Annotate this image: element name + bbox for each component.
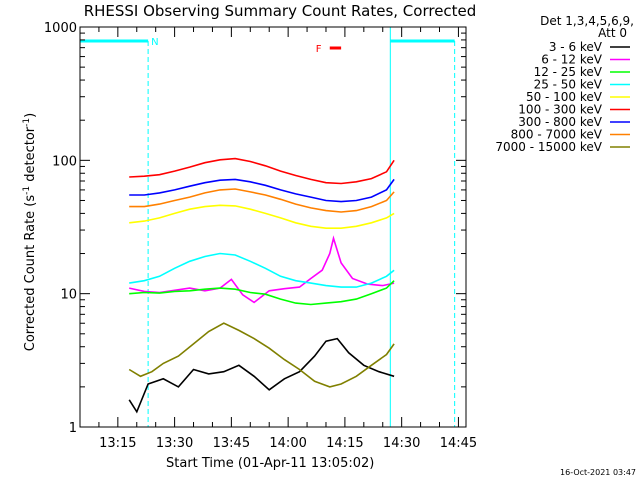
legend-label-8: 7000 - 15000 keV <box>495 140 602 154</box>
legend-label-2: 12 - 25 keV <box>534 65 603 79</box>
y-axis-label-part2: detector <box>23 126 38 186</box>
x-axis-label: Start Time (01-Apr-11 13:05:02) <box>166 456 374 471</box>
y-axis-label-sup1: -1 <box>22 186 32 195</box>
y-axis-label-sup2: -1 <box>22 118 32 127</box>
x-tick-label: 14:30 <box>383 436 420 451</box>
series-line-4 <box>129 204 395 229</box>
y-axis-label-part1: Corrected Count Rate (s <box>23 195 38 352</box>
x-tick-label: 14:45 <box>440 436 477 451</box>
y-tick-label: 1000 <box>44 21 77 36</box>
legend-label-0: 3 - 6 keV <box>549 40 603 54</box>
series-line-5 <box>129 157 395 185</box>
legend-label-1: 6 - 12 keV <box>541 53 603 67</box>
y-tick-label: 1 <box>69 421 77 436</box>
x-tick-label: 13:15 <box>99 436 136 451</box>
legend-label-7: 800 - 7000 keV <box>511 128 603 142</box>
series-line-3 <box>129 252 395 288</box>
series-line-2 <box>129 280 395 306</box>
series-line-8 <box>128 322 395 388</box>
series-layer <box>128 157 395 414</box>
y-tick-label: 10 <box>60 288 77 303</box>
series-line-7 <box>129 188 395 213</box>
chart-title: RHESSI Observing Summary Count Rates, Co… <box>84 2 477 20</box>
y-axis-label: Corrected Count Rate (s-1 detector-1) <box>22 113 38 351</box>
footer-timestamp: 16-Oct-2021 03:47 <box>560 468 636 477</box>
series-line-0 <box>128 337 395 414</box>
x-tick-label: 13:45 <box>213 436 250 451</box>
axes: 1 10 100 1000 13:15 13:30 13:45 14:00 14:15 14:30… <box>44 21 477 451</box>
legend-label-6: 300 - 800 keV <box>518 115 602 129</box>
legend-label-5: 100 - 300 keV <box>518 103 602 117</box>
series-line-1 <box>129 235 395 304</box>
night-label: N <box>151 37 158 48</box>
plot-area <box>80 27 466 427</box>
flare-flag-label: F <box>316 44 322 55</box>
plot-background <box>80 27 466 427</box>
x-tick-label: 14:00 <box>269 436 306 451</box>
series-line-6 <box>129 178 395 203</box>
y-axis-label-part3: ) <box>23 113 38 118</box>
legend-header-line1: Det 1,3,4,5,6,9, <box>540 14 634 28</box>
legend-label-4: 50 - 100 keV <box>526 90 603 104</box>
legend-header-line2: Att 0 <box>598 26 627 40</box>
legend-label-3: 25 - 50 keV <box>534 78 603 92</box>
x-tick-label: 13:30 <box>156 436 193 451</box>
x-tick-label: 14:15 <box>326 436 363 451</box>
y-tick-label: 100 <box>52 154 77 169</box>
axes-frame <box>79 26 467 428</box>
